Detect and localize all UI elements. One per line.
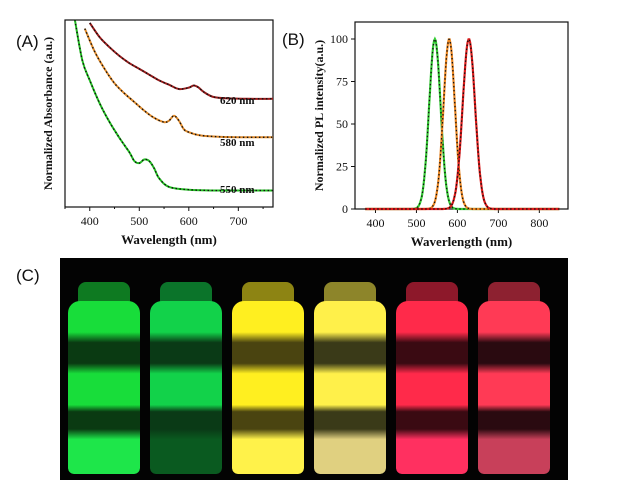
y-tick-label: 100 [330, 32, 348, 46]
absorbance-series-line [83, 28, 274, 139]
y-tick-label: 50 [336, 117, 348, 131]
y-axis-label: Normalized Absorbance (a.u.) [41, 37, 55, 190]
vial [232, 282, 304, 474]
x-tick-label: 700 [229, 214, 247, 228]
x-tick-label: 600 [180, 214, 198, 228]
vial-body [232, 301, 304, 474]
vial-body [68, 301, 140, 474]
absorbance-fit-line [74, 19, 273, 192]
x-axis-label: Wavelength (nm) [121, 232, 217, 247]
vial-body [478, 301, 550, 474]
absorbance-chart: 400 500 600 700 Wavelength (nm) Normalized Ab… [41, 19, 274, 247]
x-tick-label: 400 [366, 216, 384, 230]
y-tick-label: 75 [336, 75, 348, 89]
vial [396, 282, 468, 474]
series-label: 620 nm [220, 95, 255, 107]
vial-body [314, 301, 386, 474]
x-tick-label: 700 [489, 216, 507, 230]
absorbance-fit-line [89, 22, 274, 100]
x-tick-label: 500 [130, 214, 148, 228]
series-label: 580 nm [220, 137, 255, 149]
y-tick-label: 0 [342, 202, 348, 216]
series-label: 550 nm [220, 184, 255, 196]
vial-body [396, 301, 468, 474]
vial [478, 282, 550, 474]
x-tick-label: 600 [448, 216, 466, 230]
vials-photo [60, 258, 568, 480]
vial [68, 282, 140, 474]
x-tick-label: 500 [407, 216, 425, 230]
vial [314, 282, 386, 474]
pl-chart: 400 500 600 700 800 0 25 50 75 100 Waverlength (nm… [312, 21, 569, 249]
y-tick-label: 25 [336, 160, 348, 174]
x-tick-label: 800 [530, 216, 548, 230]
panel-b-label: (B) [282, 30, 305, 49]
absorbance-fit-line [84, 28, 274, 138]
panel-a-label: (A) [16, 32, 39, 51]
pl-series-line [365, 38, 560, 211]
y-axis-label: Normalized PL intensity(a.u.) [312, 40, 326, 191]
plot-frame [64, 19, 274, 208]
panel-c-label: (C) [16, 266, 40, 285]
x-axis-label: Waverlength (nm) [411, 234, 512, 249]
x-tick-label: 400 [81, 214, 99, 228]
vial-body [150, 301, 222, 474]
vial [150, 282, 222, 474]
pl-fit-line [365, 38, 560, 210]
